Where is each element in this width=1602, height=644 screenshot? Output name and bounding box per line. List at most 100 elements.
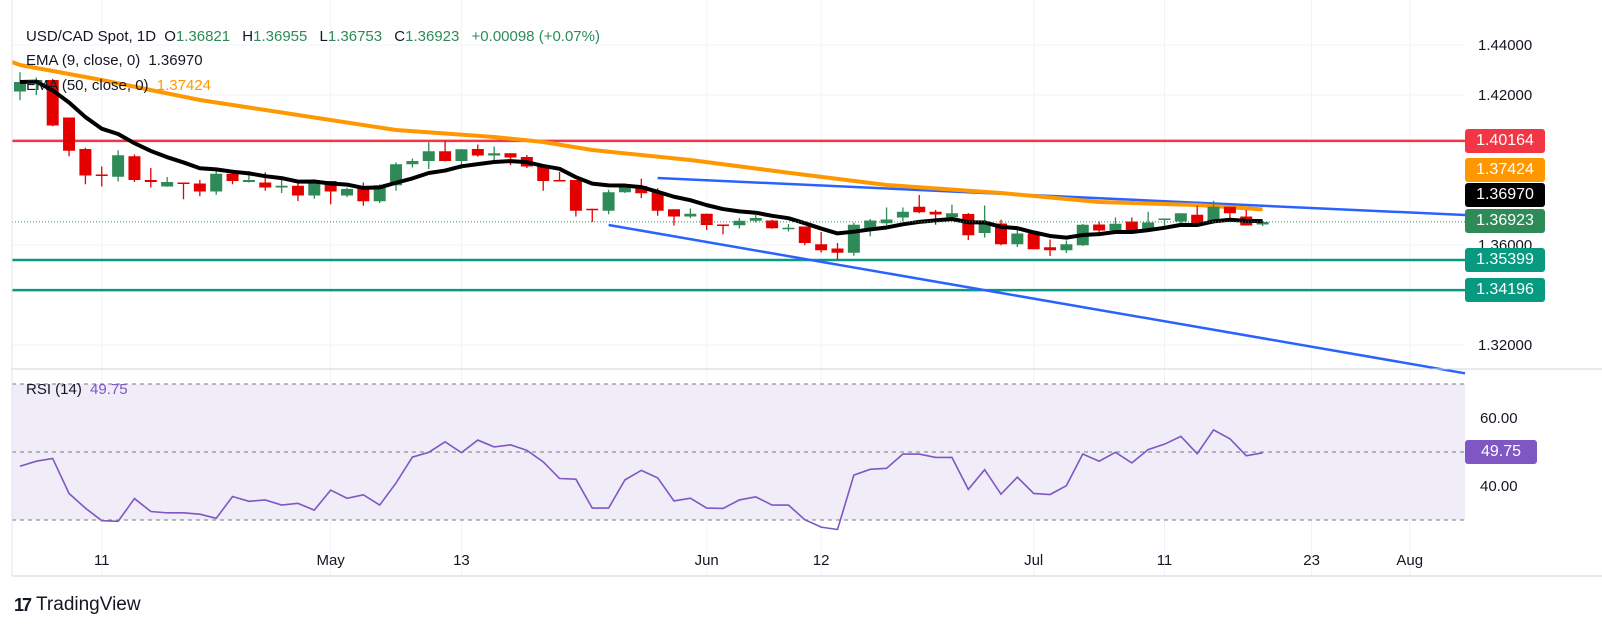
time-tick-label: May [316, 552, 345, 569]
change-value: +0.00098 (+0.07%) [471, 28, 600, 45]
candle [896, 207, 909, 222]
tradingview-logo[interactable]: 17 TradingView [14, 594, 141, 616]
low-label: L [319, 28, 328, 45]
candle-body [864, 220, 877, 229]
ema9-line [19, 79, 1263, 240]
candle-body [1125, 221, 1138, 232]
candle-body [945, 213, 958, 218]
horizontal-levels [12, 139, 1465, 292]
candle-body [684, 213, 697, 217]
candle-body [847, 224, 860, 253]
level-label-support-2: 1.34196 [1465, 278, 1545, 302]
candle-body [144, 180, 157, 182]
candle-body [782, 227, 795, 230]
candle-body [880, 219, 893, 224]
candle [815, 232, 828, 253]
candle [14, 72, 26, 101]
candle-body [95, 174, 108, 176]
candle-body [324, 181, 337, 192]
high-value: 1.36955 [253, 28, 308, 45]
candle-body [357, 188, 370, 202]
candle [161, 177, 174, 187]
candle [700, 213, 713, 230]
candle [995, 219, 1007, 246]
candle-body [14, 82, 26, 92]
candle [1207, 200, 1220, 222]
candle-body [455, 149, 468, 161]
candle-body [929, 211, 942, 215]
time-tick-label: 13 [453, 552, 470, 569]
rsi-bands [12, 383, 1465, 521]
candle [1256, 221, 1269, 227]
candle [112, 150, 125, 182]
time-tick-label: 11 [1157, 552, 1173, 569]
level-label-resistance: 1.40164 [1465, 129, 1545, 153]
last-price-label: 1.36923 [1465, 209, 1545, 233]
ema50-legend[interactable]: EMA (50, close, 0) 1.37424 [26, 77, 215, 94]
ema9-label: EMA (9, close, 0) [26, 52, 141, 69]
candle-body [1011, 233, 1024, 245]
candle-body [1093, 224, 1106, 231]
candle-body [602, 192, 615, 211]
candle-body [504, 153, 517, 158]
candle [569, 180, 582, 217]
candle [291, 182, 304, 201]
trend-line [608, 223, 1466, 375]
candle [1240, 210, 1253, 226]
candle [1011, 229, 1024, 247]
candle [831, 243, 844, 260]
candle [1125, 217, 1138, 232]
candle-body [815, 244, 828, 251]
candle-body [63, 117, 76, 151]
candle-body [668, 209, 680, 217]
candle-body [978, 223, 991, 233]
candle [537, 165, 550, 191]
open-label: O [164, 28, 176, 45]
tradingview-logo-icon: 17 [14, 594, 32, 615]
candle-body [553, 180, 566, 182]
candle [553, 172, 566, 182]
candle [341, 187, 353, 197]
price-tick-label: 1.42000 [1478, 87, 1532, 104]
candle [128, 154, 141, 182]
ema9-legend[interactable]: EMA (9, close, 0) 1.36970 [26, 52, 207, 69]
candle-body [291, 185, 304, 196]
time-tick-label: Jun [695, 552, 719, 569]
candle [847, 222, 860, 256]
candle-body [275, 185, 288, 188]
candle-body [341, 189, 353, 196]
time-axis[interactable]: 11 May 13 Jun 12 Jul 11 23 Aug [94, 552, 1423, 569]
candle-body [488, 153, 501, 156]
rsi-value: 49.75 [90, 381, 128, 398]
candle [422, 142, 435, 169]
trend-lines[interactable] [608, 176, 1466, 375]
candle [668, 209, 680, 226]
ema50-label: EMA (50, close, 0) [26, 77, 149, 94]
candle-body [177, 182, 190, 184]
candle [471, 144, 484, 157]
candle [962, 213, 975, 240]
candle-body [422, 151, 435, 161]
candle-body [128, 156, 141, 180]
price-tick-label: 1.32000 [1478, 337, 1532, 354]
rsi-axis[interactable]: 60.00 40.00 [1480, 410, 1518, 495]
candle-body [1256, 221, 1269, 225]
candle [717, 224, 730, 235]
rsi-legend[interactable]: RSI (14) 49.75 [26, 381, 132, 398]
candle-body [717, 224, 730, 226]
candle-body [700, 213, 713, 225]
candle-body [112, 155, 125, 177]
candle-body [226, 173, 239, 181]
candle-body [471, 149, 484, 156]
time-tick-label: Aug [1396, 552, 1423, 569]
candle [1109, 217, 1122, 231]
candle-body [161, 182, 174, 187]
candle-body [569, 180, 582, 211]
candle-body [798, 226, 811, 243]
rsi-line [19, 428, 1263, 531]
candle-body [79, 149, 92, 176]
candle [913, 195, 926, 214]
ema50-price-label: 1.37424 [1465, 158, 1545, 182]
high-label: H [242, 28, 254, 45]
